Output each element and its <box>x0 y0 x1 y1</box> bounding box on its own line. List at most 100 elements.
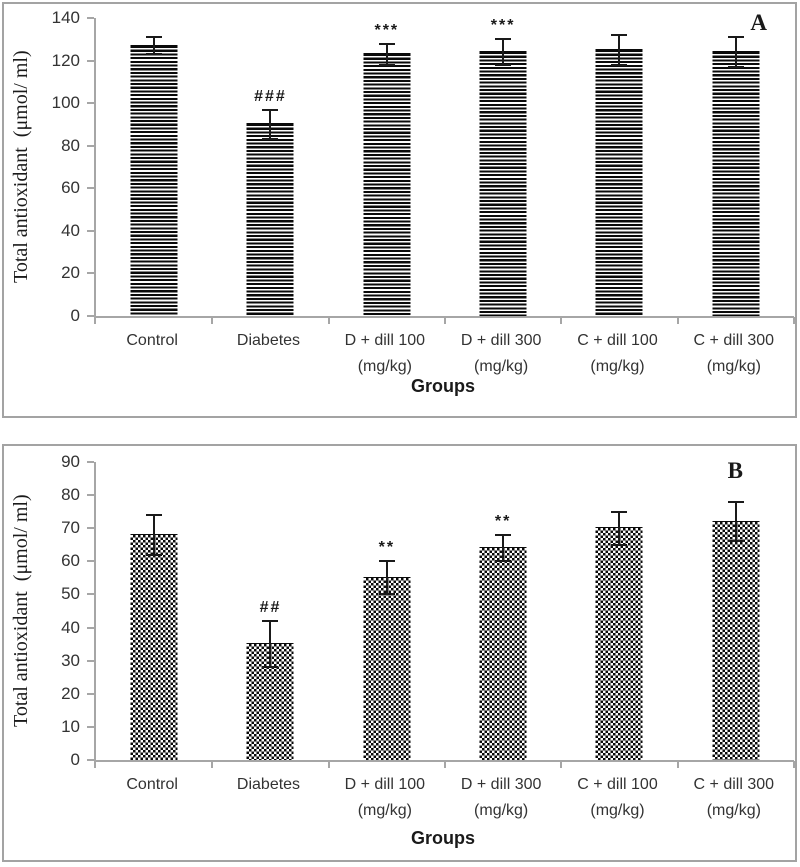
x-category-label: Control <box>94 328 210 380</box>
error-bar-top-cap <box>378 42 395 45</box>
y-axis: 0 20 40 60 80 100 120 140 <box>4 8 80 325</box>
y-axis: 0 10 20 30 40 50 60 70 80 90 <box>4 452 80 769</box>
significance-annotation: *** <box>490 17 516 35</box>
bar <box>363 53 411 316</box>
y-tick-label: 70 <box>61 518 80 538</box>
error-bar <box>153 37 156 55</box>
y-tick-mark <box>87 593 94 596</box>
significance-annotation: *** <box>374 21 400 39</box>
y-tick-mark <box>87 272 94 275</box>
bar <box>479 51 527 316</box>
y-tick-label: 80 <box>61 135 80 155</box>
x-category-label: D + dill 300 (mg/kg) <box>443 772 559 824</box>
bar <box>363 576 411 760</box>
error-bar-bottom-cap <box>611 63 628 66</box>
plot-area: ## ** ** <box>87 461 795 768</box>
x-category-line1: C + dill 100 <box>577 776 658 793</box>
panel-label-b: B <box>727 458 743 483</box>
bar-slot: ### <box>212 18 328 316</box>
y-tick-label: 80 <box>61 485 80 505</box>
bar-slot <box>96 18 212 316</box>
bar-slot <box>96 462 212 760</box>
error-bar-top-cap <box>611 34 628 37</box>
error-bar <box>502 534 505 562</box>
x-category-label: C + dill 300 (mg/kg) <box>676 328 792 380</box>
bar <box>595 527 643 760</box>
error-bar <box>269 620 272 668</box>
error-bar-bottom-cap <box>495 560 512 563</box>
y-tick-mark <box>87 626 94 629</box>
bar-slot <box>678 462 794 760</box>
error-bar-top-cap <box>146 36 163 39</box>
panel-B: B Total antioxidant (μmol/ ml) 0 10 20 30 40… <box>2 444 797 862</box>
y-tick-label: 140 <box>51 8 80 27</box>
x-category-line1: Control <box>126 776 178 793</box>
x-category-line1: D + dill 100 <box>344 332 426 349</box>
x-category-label: D + dill 300 (mg/kg) <box>443 328 559 380</box>
significance-annotation: ** <box>378 539 396 557</box>
x-category-line2: (mg/kg) <box>590 802 645 819</box>
y-tick-label: 60 <box>61 551 80 571</box>
y-tick-mark <box>87 102 94 105</box>
y-tick-label: 30 <box>61 650 80 670</box>
error-bar-top-cap <box>262 619 279 622</box>
x-boundary-tick <box>327 761 330 768</box>
y-tick-mark <box>87 229 94 232</box>
x-category-line2: (mg/kg) <box>474 802 529 819</box>
y-tick-mark <box>87 59 94 62</box>
y-tick-label: 40 <box>61 617 80 637</box>
y-tick-mark <box>87 187 94 190</box>
x-boundary-tick <box>560 761 563 768</box>
plot-area: ### *** *** <box>87 17 795 324</box>
bar <box>130 533 178 760</box>
error-bar <box>734 501 737 542</box>
bar <box>246 123 294 316</box>
error-bar <box>385 561 388 595</box>
y-tick-mark <box>87 461 94 463</box>
x-boundary-tick <box>444 761 446 768</box>
x-axis-labels: Control Diabetes D + dill 100 (mg/kg) D + di… <box>94 328 792 380</box>
error-bar-bottom-cap <box>378 63 395 66</box>
x-category-line1: Diabetes <box>236 776 301 793</box>
x-axis-title-a: Groups <box>410 376 475 396</box>
y-tick-label: 60 <box>61 178 80 198</box>
panel-A: A Total antioxidant (μmol/ ml) 0 20 40 60 80… <box>2 2 797 418</box>
bar-chart-a: 0 20 40 60 80 100 120 140 ### *** *** Control Diab… <box>4 4 795 416</box>
y-tick-mark <box>87 560 94 563</box>
y-tick-label: 90 <box>61 452 80 471</box>
x-axis-title-b: Groups <box>410 828 475 848</box>
significance-annotation: ## <box>259 598 282 616</box>
x-boundary-tick <box>676 317 679 324</box>
error-bar <box>153 515 156 555</box>
error-bar <box>269 109 272 140</box>
error-bar-top-cap <box>262 108 279 111</box>
significance-annotation: ** <box>494 512 512 530</box>
x-category-line1: D + dill 300 <box>460 776 542 793</box>
bar-slot: *** <box>445 18 561 316</box>
error-bar-bottom-cap <box>611 543 628 546</box>
x-category-line2: (mg/kg) <box>357 358 412 375</box>
error-bar-bottom-cap <box>262 138 279 141</box>
x-category-line1: Control <box>126 332 178 349</box>
y-tick-label: 10 <box>61 716 80 736</box>
x-category-label: Diabetes <box>210 772 326 824</box>
x-boundary-tick <box>327 317 330 324</box>
x-category-line2: (mg/kg) <box>474 358 529 375</box>
y-tick-label: 0 <box>70 306 80 325</box>
x-axis-labels: Control Diabetes D + dill 100 (mg/kg) D + di… <box>94 772 792 824</box>
error-bar-top-cap <box>611 510 628 513</box>
bar-slot <box>561 18 677 316</box>
x-category-label: D + dill 100 (mg/kg) <box>327 772 443 824</box>
y-tick-mark <box>87 315 94 317</box>
y-tick-mark <box>87 659 94 662</box>
x-category-label: D + dill 100 (mg/kg) <box>327 328 443 380</box>
y-tick-label: 20 <box>61 263 80 283</box>
x-category-line2: (mg/kg) <box>706 802 761 819</box>
bar-chart-b: 0 10 20 30 40 50 60 70 80 90 ## ** ** Control Diabet… <box>4 446 795 860</box>
error-bar-top-cap <box>495 38 512 41</box>
y-tick-mark <box>87 692 94 695</box>
error-bar-bottom-cap <box>262 666 279 669</box>
y-tick-mark <box>87 527 94 530</box>
bar <box>130 44 178 316</box>
